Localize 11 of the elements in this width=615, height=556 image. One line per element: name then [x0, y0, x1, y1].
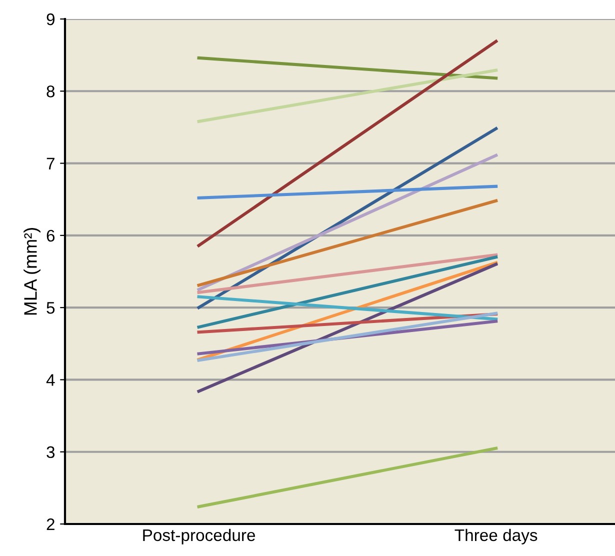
y-tick-label: 4 [46, 374, 55, 386]
y-tick-label: 3 [46, 446, 55, 458]
x-tick-label: Three days [454, 528, 538, 544]
y-tick-label: 9 [46, 13, 54, 26]
y-tick-label: 2 [46, 518, 54, 530]
y-axis-title: MLA (mm²) [24, 228, 40, 315]
y-tick-label: 7 [46, 158, 54, 170]
x-tick-label: Post-procedure [143, 528, 256, 544]
y-tick-label: 6 [46, 230, 55, 242]
y-tick-label: 8 [46, 86, 55, 98]
y-tick-label: 5 [46, 302, 55, 314]
